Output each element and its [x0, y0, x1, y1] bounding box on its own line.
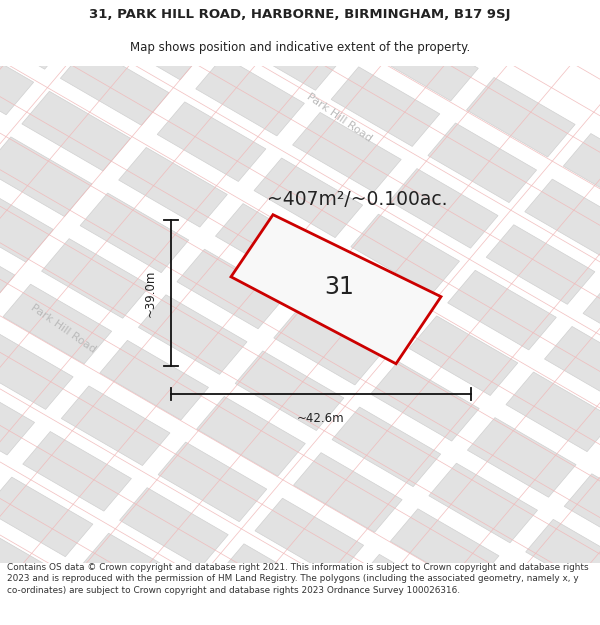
- Polygon shape: [525, 179, 600, 259]
- Polygon shape: [215, 204, 324, 283]
- Polygon shape: [235, 11, 343, 90]
- Polygon shape: [217, 544, 325, 623]
- Polygon shape: [43, 579, 151, 625]
- Polygon shape: [0, 137, 92, 216]
- Text: ~39.0m: ~39.0m: [143, 269, 157, 317]
- Polygon shape: [178, 589, 287, 625]
- Polygon shape: [119, 488, 228, 568]
- Text: Park Hill Road: Park Hill Road: [29, 302, 97, 355]
- Polygon shape: [0, 568, 16, 625]
- Polygon shape: [139, 295, 247, 374]
- Polygon shape: [0, 0, 72, 69]
- Polygon shape: [119, 148, 227, 227]
- Polygon shape: [0, 182, 53, 262]
- Text: ~407m²/~0.100ac.: ~407m²/~0.100ac.: [267, 190, 447, 209]
- Polygon shape: [389, 169, 498, 248]
- Text: ~42.6m: ~42.6m: [297, 412, 345, 425]
- Polygon shape: [197, 396, 305, 476]
- Polygon shape: [370, 21, 478, 101]
- Polygon shape: [313, 600, 422, 625]
- Polygon shape: [235, 351, 344, 431]
- Polygon shape: [22, 91, 130, 171]
- Polygon shape: [0, 35, 34, 115]
- Polygon shape: [158, 442, 267, 522]
- Polygon shape: [466, 78, 575, 157]
- Polygon shape: [137, 0, 246, 34]
- Polygon shape: [0, 376, 35, 455]
- Text: 31, PARK HILL ROAD, HARBORNE, BIRMINGHAM, B17 9SJ: 31, PARK HILL ROAD, HARBORNE, BIRMINGHAM…: [89, 8, 511, 21]
- Polygon shape: [526, 519, 600, 599]
- Polygon shape: [564, 474, 600, 553]
- Polygon shape: [506, 372, 600, 452]
- Polygon shape: [254, 158, 362, 238]
- Polygon shape: [61, 46, 169, 126]
- Polygon shape: [80, 193, 189, 272]
- Polygon shape: [3, 284, 112, 364]
- Polygon shape: [0, 477, 93, 557]
- Polygon shape: [332, 407, 440, 487]
- Polygon shape: [313, 260, 421, 339]
- Polygon shape: [177, 249, 286, 329]
- Text: Contains OS data © Crown copyright and database right 2021. This information is : Contains OS data © Crown copyright and d…: [7, 562, 589, 595]
- Polygon shape: [100, 341, 208, 420]
- Polygon shape: [23, 431, 131, 511]
- Polygon shape: [0, 522, 55, 602]
- Polygon shape: [255, 498, 364, 578]
- Polygon shape: [449, 611, 557, 625]
- Polygon shape: [273, 0, 382, 45]
- Polygon shape: [467, 418, 576, 498]
- Polygon shape: [428, 123, 536, 202]
- Polygon shape: [545, 326, 600, 406]
- Polygon shape: [293, 112, 401, 192]
- Text: Park Hill Road: Park Hill Road: [305, 92, 373, 144]
- Polygon shape: [0, 228, 15, 308]
- Text: Map shows position and indicative extent of the property.: Map shows position and indicative extent…: [130, 41, 470, 54]
- Polygon shape: [157, 102, 266, 181]
- Polygon shape: [41, 239, 150, 318]
- Polygon shape: [231, 214, 441, 364]
- Polygon shape: [487, 565, 596, 625]
- Text: 31: 31: [324, 275, 354, 299]
- Polygon shape: [448, 270, 556, 350]
- Polygon shape: [0, 330, 73, 409]
- Polygon shape: [584, 621, 600, 625]
- Polygon shape: [391, 509, 499, 588]
- Polygon shape: [196, 56, 304, 136]
- Polygon shape: [409, 316, 518, 396]
- Polygon shape: [371, 361, 479, 441]
- Polygon shape: [61, 386, 170, 466]
- Polygon shape: [331, 67, 440, 146]
- Polygon shape: [563, 134, 600, 213]
- Polygon shape: [352, 554, 460, 625]
- Polygon shape: [274, 306, 382, 385]
- Polygon shape: [351, 214, 460, 294]
- Polygon shape: [583, 281, 600, 361]
- Polygon shape: [429, 463, 538, 542]
- Polygon shape: [99, 0, 208, 80]
- Polygon shape: [2, 0, 111, 24]
- Polygon shape: [293, 452, 402, 532]
- Polygon shape: [81, 533, 190, 613]
- Polygon shape: [486, 225, 595, 304]
